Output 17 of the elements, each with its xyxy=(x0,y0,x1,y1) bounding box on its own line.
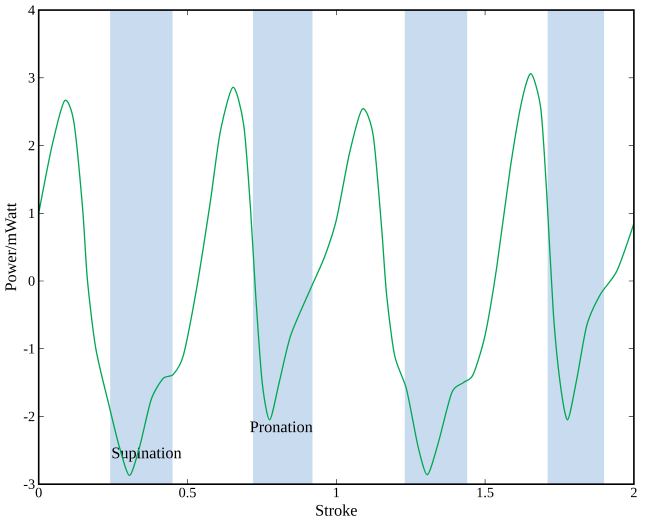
x-tick-label: 2 xyxy=(630,488,637,498)
y-tick-label: 0 xyxy=(28,276,35,286)
y-tick-label: 1 xyxy=(29,208,34,218)
x-tick-label: 1.5 xyxy=(477,488,494,498)
y-tick-label: -1 xyxy=(24,344,34,354)
y-tick-label: -3 xyxy=(24,479,35,489)
y-tick-label: 4 xyxy=(28,5,35,15)
x-tick-label: 0.5 xyxy=(179,488,196,498)
y-axis-title: Power/mWatt xyxy=(5,202,16,291)
x-tick-label: 1 xyxy=(334,488,339,498)
band-label: Pronation xyxy=(250,421,313,432)
y-tick-label: 2 xyxy=(28,140,34,150)
line-series xyxy=(38,73,635,476)
x-axis-title: Stroke xyxy=(316,504,357,516)
y-tick-label: -2 xyxy=(24,412,34,422)
y-tick-label: 3 xyxy=(28,72,35,82)
x-tick-label: 0 xyxy=(36,488,42,498)
